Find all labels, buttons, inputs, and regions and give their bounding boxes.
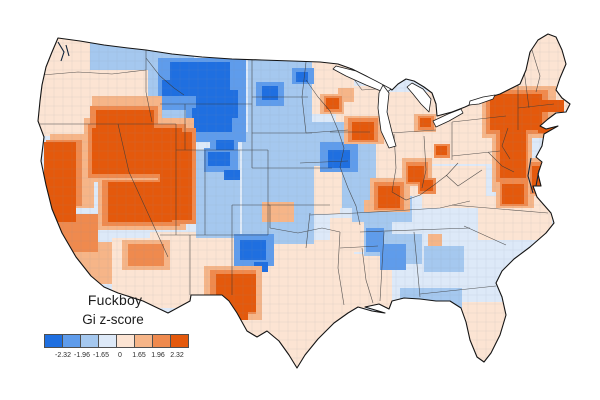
county-cluster-patch — [502, 184, 524, 204]
legend-color-swatch — [152, 334, 171, 348]
county-cluster-patch — [420, 118, 431, 127]
legend-color-swatch — [98, 334, 117, 348]
legend-tick-label: 1.96 — [151, 352, 165, 359]
county-cluster-patch — [366, 228, 384, 252]
county-cluster-patch — [216, 140, 234, 150]
legend-color-swatch — [170, 334, 189, 348]
county-cluster-patch — [424, 246, 464, 272]
state-boundaries — [40, 49, 555, 306]
county-cluster-patch — [428, 234, 442, 246]
legend-color-bar — [44, 334, 189, 348]
county-cluster-patch — [538, 124, 564, 133]
great-lakes — [332, 65, 496, 149]
county-cluster-patch — [420, 180, 433, 191]
legend-color-swatch — [44, 334, 63, 348]
county-cluster-patch — [90, 42, 148, 70]
county-cluster-patch — [490, 94, 542, 130]
legend-tick-label: -1.65 — [93, 352, 109, 359]
county-cluster-patch — [532, 166, 541, 190]
legend-tick-label: 2.32 — [170, 352, 184, 359]
county-cluster-patch — [408, 166, 424, 182]
map-title: Fuckboy — [87, 292, 143, 308]
county-cluster-patch — [326, 98, 339, 109]
county-cluster-patch — [352, 122, 374, 140]
legend-color-swatch — [80, 334, 99, 348]
legend-color-swatch — [134, 334, 153, 348]
legend-title: Gi z-score — [82, 312, 144, 327]
county-cluster-patch — [380, 244, 406, 270]
county-cluster-patch — [436, 146, 447, 155]
county-cluster-patch — [192, 108, 232, 132]
county-cluster-patch — [96, 110, 154, 130]
county-cluster-patch — [328, 150, 350, 168]
county-cluster-patch — [44, 142, 76, 222]
coastal-inlets — [57, 41, 540, 194]
county-cluster-patch — [500, 130, 526, 178]
county-cluster-patch — [262, 86, 278, 100]
county-cluster-patch — [128, 244, 164, 266]
county-cluster-patch — [240, 240, 266, 260]
county-cluster-patch — [208, 152, 230, 166]
county-cluster-patch — [216, 274, 256, 312]
legend-tick-labels: -2.32 -1.96 -1.65 0 1.65 1.96 2.32 — [0, 352, 600, 362]
legend-tick-label: -2.32 — [55, 352, 71, 359]
us-outline — [37, 33, 571, 369]
county-cluster-patch — [538, 100, 564, 112]
legend-tick-label: -1.96 — [74, 352, 90, 359]
legend-tick-label: 1.65 — [132, 352, 146, 359]
legend-tick-label: 0 — [118, 352, 122, 359]
legend-color-swatch — [62, 334, 81, 348]
legend-color-swatch — [116, 334, 135, 348]
county-cluster-patch — [296, 72, 308, 82]
land-fill — [38, 34, 570, 368]
county-cluster-patch — [224, 170, 240, 180]
county-cluster-patch — [378, 186, 400, 208]
